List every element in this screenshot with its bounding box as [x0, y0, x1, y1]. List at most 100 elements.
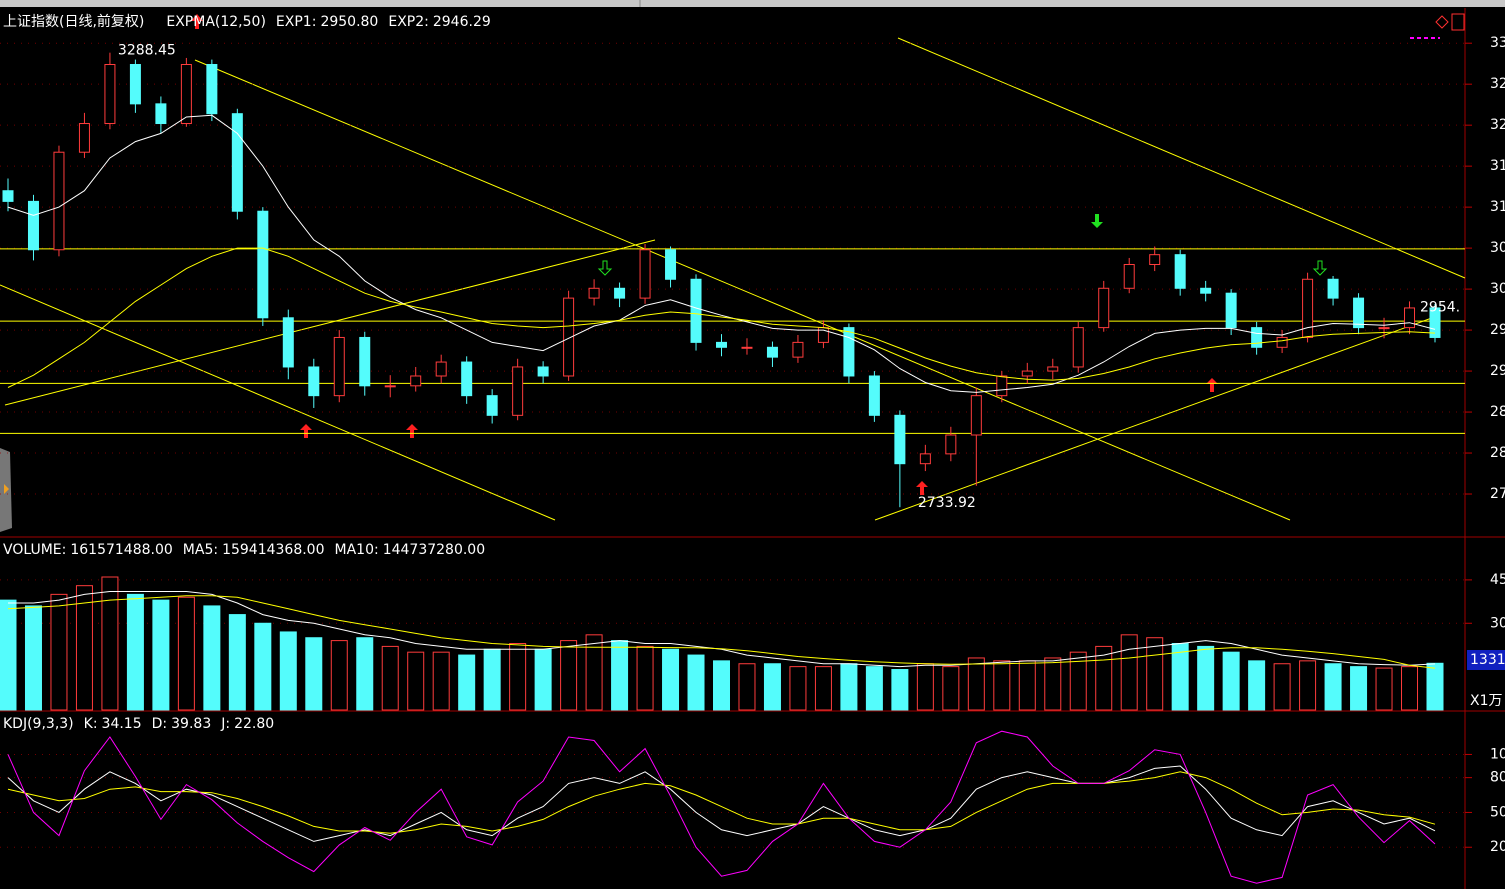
candle-body — [1251, 327, 1263, 348]
indicator-line — [7, 114, 1436, 393]
volume-bar — [1324, 663, 1342, 711]
volume-bar — [713, 660, 730, 711]
candle-body — [894, 414, 906, 465]
candle-body — [1098, 287, 1110, 329]
y-tick-label: 3100 — [1490, 199, 1505, 215]
buy-signal — [916, 481, 928, 495]
candle-body — [435, 361, 447, 377]
volume-bar — [177, 596, 195, 711]
tool-icon[interactable] — [1435, 15, 1449, 29]
volume-bar — [126, 593, 144, 711]
candle-body — [945, 434, 957, 455]
volume-bar — [50, 593, 68, 711]
legend-text: 39.83 — [171, 716, 211, 732]
volume-bar — [356, 637, 374, 711]
candle-body — [1404, 307, 1416, 329]
volume-bar — [1044, 657, 1062, 711]
legend-text: 2946.29 — [433, 14, 491, 30]
volume-bar — [330, 640, 348, 711]
high-annotation: 3288.45 — [118, 43, 176, 59]
y-tick-label: 3000 — [1490, 281, 1505, 297]
legend-text: 161571488.00 — [70, 542, 172, 558]
legend-text: K: — [84, 716, 98, 732]
volume-bar — [203, 605, 221, 711]
candle-body — [410, 375, 422, 387]
y-tick-label: 3200 — [1490, 117, 1505, 133]
y-tick-label: 100 — [1490, 746, 1505, 762]
sell-signal — [1091, 214, 1103, 228]
candle-body — [665, 249, 677, 280]
volume-bar — [840, 663, 858, 711]
volume-bar — [662, 648, 680, 711]
volume-bar — [1197, 645, 1215, 711]
indicator-arrow — [191, 14, 203, 29]
volume-bar — [254, 622, 272, 711]
candle-body — [2, 190, 14, 202]
volume-bar — [1146, 637, 1164, 711]
volume-bar — [916, 663, 934, 711]
candle-body — [690, 278, 702, 343]
candle-body — [1174, 254, 1186, 289]
last-volume-label: 1331 — [1470, 652, 1505, 668]
sell-signal — [597, 260, 613, 276]
candle-body — [180, 64, 192, 125]
tool-icon[interactable] — [1451, 13, 1465, 31]
trend-line — [194, 59, 1291, 521]
volume-bar — [432, 651, 450, 711]
volume-bar — [381, 645, 399, 711]
unit-label: X1万 — [1470, 693, 1503, 709]
candle-body — [308, 366, 320, 397]
volume-bar — [1222, 651, 1240, 711]
volume-bar — [763, 663, 781, 711]
volume-bar — [1018, 660, 1036, 711]
low-annotation: 2733.92 — [918, 495, 976, 511]
volume-bar — [279, 631, 297, 711]
y-tick-label: 2900 — [1490, 363, 1505, 379]
indicator-line — [8, 591, 1436, 668]
candle-body — [512, 366, 524, 416]
buy-signal — [1206, 378, 1218, 392]
candle-body — [996, 375, 1008, 397]
volume-bar — [865, 666, 883, 711]
indicator-line — [7, 247, 1436, 388]
candle-body — [1378, 327, 1390, 330]
candle-body — [231, 113, 243, 212]
candle-body — [282, 317, 294, 368]
candle-body — [384, 385, 396, 388]
candle-body — [868, 375, 880, 416]
candle-body — [155, 103, 167, 125]
buy-signal — [406, 424, 418, 438]
sell-signal — [1312, 260, 1328, 276]
legend-text: 34.15 — [102, 716, 142, 732]
indicator-line — [7, 765, 1436, 842]
candle-body — [766, 346, 778, 358]
candle-body — [537, 366, 549, 377]
trend-line — [0, 284, 556, 521]
volume-bar — [407, 651, 425, 711]
legend-text: 上证指数(日线,前复权) — [3, 13, 144, 30]
volume-bar — [483, 648, 501, 711]
y-tick-label: 2800 — [1490, 445, 1505, 461]
candle-body — [639, 249, 651, 299]
candle-body — [919, 453, 931, 465]
candle-body — [1327, 278, 1339, 299]
volume-bar — [0, 599, 17, 711]
y-tick-label: 45000 — [1490, 572, 1505, 588]
candle-body — [461, 361, 473, 397]
volume-bar — [1095, 645, 1113, 711]
legend-text: 159414368.00 — [222, 542, 324, 558]
y-tick-label: 2950 — [1490, 322, 1505, 338]
signal-arrows — [300, 214, 1328, 495]
volume-bar — [458, 654, 476, 711]
volume-bar — [560, 640, 578, 711]
volume-bar — [75, 585, 93, 711]
candle-body — [359, 336, 371, 387]
legend-text: EXP2: — [388, 14, 429, 30]
volume-bar — [305, 637, 323, 711]
indicator-line — [7, 595, 1436, 669]
legend-text: KDJ(9,3,3) — [3, 716, 74, 732]
volume-bar — [687, 654, 705, 711]
volume-bar — [1426, 662, 1444, 711]
candle-body — [53, 151, 65, 251]
